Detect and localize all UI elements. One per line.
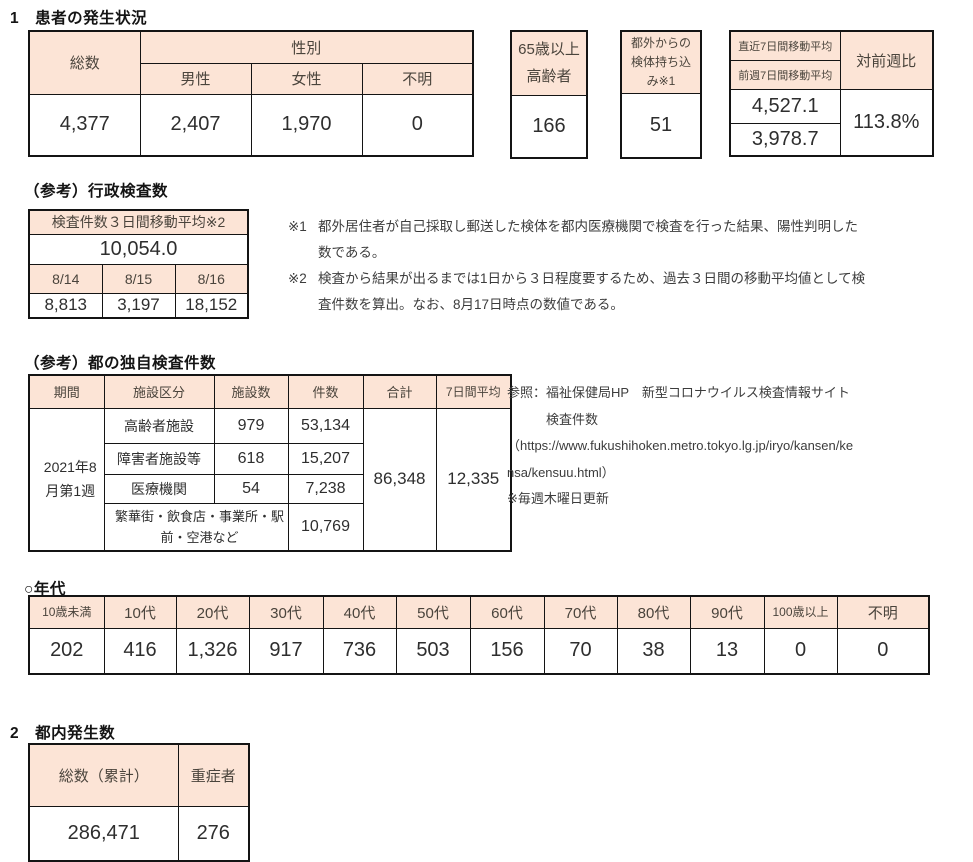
age-header-cell: 40代: [322, 595, 397, 629]
age-header-cell: 60代: [469, 595, 545, 629]
age-value-cell: 1,326: [175, 627, 250, 675]
movavg-ratio-value: 113.8%: [839, 88, 934, 157]
indep-facilities-cell: 979: [213, 407, 289, 444]
movavg-recent-value: 4,527.1: [729, 88, 841, 124]
indep-weekavg-header: 7日間平均: [435, 374, 512, 409]
indep-count-cell: 15,207: [287, 442, 364, 475]
indep-count-cell: 53,134: [287, 407, 364, 444]
patient-male-header: 男性: [139, 62, 252, 95]
severe-cases-value: 276: [177, 805, 250, 862]
admin-tests-title: （参考）行政検査数: [24, 183, 169, 200]
footnote-1-text: 都外居住者が自己採取し郵送した検体を都内医療機関で検査を行った結果、陽性判明した…: [318, 219, 858, 260]
indep-count-cell: 7,238: [287, 473, 364, 504]
age-header-cell: 不明: [836, 595, 930, 629]
indep-category-cell: 医療機関: [103, 473, 215, 504]
admin-average-value: 10,054.0: [28, 233, 249, 265]
indep-facilities-cell: 54: [213, 473, 289, 504]
age-value-cell: 70: [543, 627, 618, 675]
age-header-cell: 10歳未満: [28, 595, 105, 629]
movavg-prev-header: 前週7日間移動平均: [729, 59, 841, 90]
patient-table: 総数 性別 男性 女性 不明 4,377 2,407 1,970 0: [28, 30, 474, 157]
patient-female-value: 1,970: [250, 93, 363, 157]
patient-unknown-value: 0: [361, 93, 474, 157]
age-value-cell: 416: [103, 627, 177, 675]
age-value-cell: 917: [248, 627, 324, 675]
footnotes: ※1 都外居住者が自己採取し郵送した検体を都内医療機関で検査を行った結果、陽性判…: [288, 214, 960, 318]
footnote-2-text: 検査から結果が出るまでは1日から３日程度要するため、過去３日間の移動平均値として…: [318, 271, 866, 312]
admin-date-header: 8/14: [28, 263, 103, 294]
age-value-cell: 0: [836, 627, 930, 675]
carryin-value: 51: [620, 92, 702, 159]
indep-count-cell: 10,769: [287, 502, 364, 552]
patient-gender-header: 性別: [139, 30, 474, 64]
admin-date-header: 8/15: [101, 263, 176, 294]
cumulative-total-value: 286,471: [28, 805, 179, 862]
admin-date-value: 8,813: [28, 292, 103, 319]
age-value-cell: 38: [616, 627, 691, 675]
age-header-cell: 70代: [543, 595, 618, 629]
indep-facilities-cell: 618: [213, 442, 289, 475]
patient-unknown-header: 不明: [361, 62, 474, 95]
indep-category-cell: 障害者施設等: [103, 442, 215, 475]
elderly-header: 65歳以上 高齢者: [510, 30, 588, 96]
patient-male-value: 2,407: [139, 93, 252, 157]
moving-average-table: 直近7日間移動平均 対前週比 前週7日間移動平均 4,527.1 113.8% …: [729, 30, 934, 157]
admin-date-header: 8/16: [174, 263, 249, 294]
admin-tests-header: 検査件数３日間移動平均※2: [28, 209, 249, 235]
movavg-prev-value: 3,978.7: [729, 122, 841, 157]
indep-category-header: 施設区分: [103, 374, 215, 409]
independent-tests-table: 期間 施設区分 施設数 件数 合計 7日間平均 2021年8 月第1週 高齢者施…: [28, 374, 512, 552]
indep-period-value: 2021年8 月第1週: [28, 407, 105, 552]
admin-date-value: 18,152: [174, 292, 249, 319]
cumulative-total-header: 総数（累計）: [28, 743, 179, 807]
footnote-2-marker: ※2: [288, 271, 307, 286]
age-header-cell: 50代: [395, 595, 471, 629]
indep-count-header: 件数: [287, 374, 364, 409]
carryin-table: 都外からの 検体持ち込 み※1 51: [620, 30, 702, 159]
footnote-2: ※2 検査から結果が出るまでは1日から３日程度要するため、過去３日間の移動平均値…: [288, 266, 960, 318]
section1-title: 1 患者の発生状況: [10, 10, 148, 27]
tokyo-cumulative-table: 総数（累計） 重症者 286,471 276: [28, 743, 250, 862]
patient-total-header: 総数: [28, 30, 141, 95]
age-header-cell: 80代: [616, 595, 691, 629]
age-header-cell: 100歳以上: [763, 595, 838, 629]
severe-cases-header: 重症者: [177, 743, 250, 807]
elderly-table: 65歳以上 高齢者 166: [510, 30, 588, 159]
indep-category-cell: 繁華街・飲食店・事業所・駅前・空港など: [103, 502, 289, 552]
age-title: ○年代: [24, 581, 66, 598]
indep-category-cell: 高齢者施設: [103, 407, 215, 444]
age-value-cell: 0: [763, 627, 838, 675]
admin-tests-table: 検査件数３日間移動平均※2 10,054.0 8/14 8/15 8/16 8,…: [28, 209, 249, 319]
age-header-cell: 20代: [175, 595, 250, 629]
age-value-cell: 736: [322, 627, 397, 675]
patient-total-value: 4,377: [28, 93, 141, 157]
indep-total-header: 合計: [362, 374, 437, 409]
footnote-1-marker: ※1: [288, 219, 307, 234]
section2-title: 2 都内発生数: [10, 725, 116, 742]
admin-date-value: 3,197: [101, 292, 176, 319]
movavg-recent-header: 直近7日間移動平均: [729, 30, 841, 61]
age-value-cell: 156: [469, 627, 545, 675]
indep-total-value: 86,348: [362, 407, 437, 552]
elderly-value: 166: [510, 94, 588, 159]
age-value-cell: 503: [395, 627, 471, 675]
patient-female-header: 女性: [250, 62, 363, 95]
age-value-cell: 202: [28, 627, 105, 675]
age-header-cell: 90代: [689, 595, 765, 629]
age-value-cell: 13: [689, 627, 765, 675]
footnote-1: ※1 都外居住者が自己採取し郵送した検体を都内医療機関で検査を行った結果、陽性判…: [288, 214, 960, 266]
indep-period-header: 期間: [28, 374, 105, 409]
movavg-ratio-header: 対前週比: [839, 30, 934, 90]
independent-tests-title: （参考）都の独自検査件数: [24, 355, 217, 372]
age-header-cell: 30代: [248, 595, 324, 629]
reference-text: 参照：福祉保健局HP 新型コロナウイルス検査情報サイト 検査件数 （https:…: [507, 385, 854, 506]
indep-weekavg-value: 12,335: [435, 407, 512, 552]
age-header-cell: 10代: [103, 595, 177, 629]
carryin-header: 都外からの 検体持ち込 み※1: [620, 30, 702, 94]
indep-facilities-header: 施設数: [213, 374, 289, 409]
age-table: 10歳未満 10代 20代 30代 40代 50代 60代 70代 80代 90…: [28, 595, 930, 675]
